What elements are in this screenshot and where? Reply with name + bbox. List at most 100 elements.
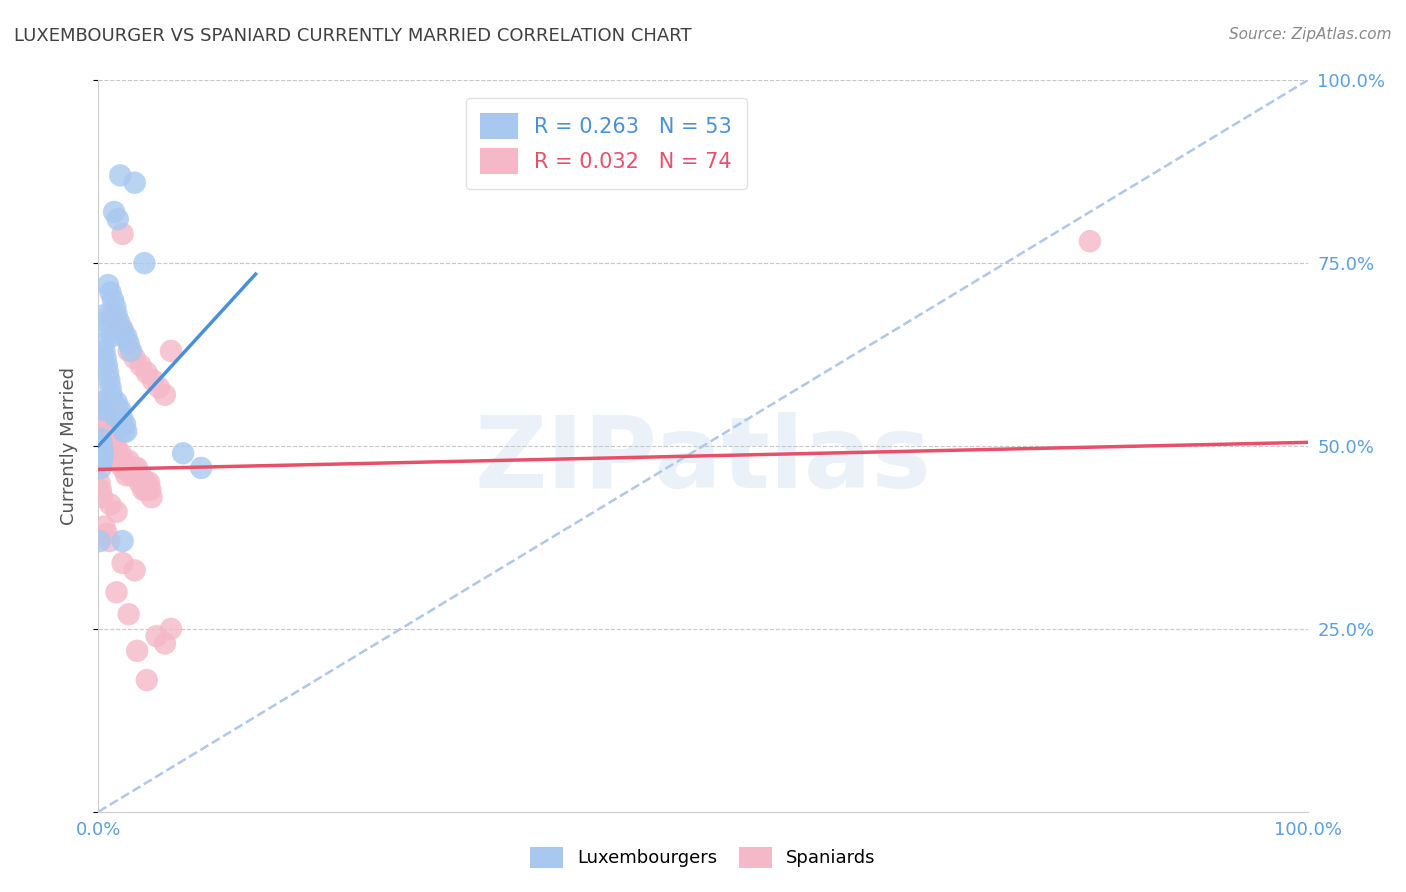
- Point: [105, 307, 128, 321]
- Point: [101, 293, 124, 307]
- Y-axis label: Currently Married: Currently Married: [59, 367, 77, 525]
- Point: [118, 607, 141, 622]
- Point: [104, 446, 127, 460]
- Point: [100, 329, 122, 343]
- Point: [100, 380, 122, 394]
- Point: [96, 526, 118, 541]
- Point: [121, 461, 143, 475]
- Point: [118, 461, 141, 475]
- Point: [98, 439, 121, 453]
- Point: [101, 446, 124, 460]
- Point: [112, 425, 135, 439]
- Point: [91, 409, 114, 424]
- Point: [103, 439, 125, 453]
- Point: [100, 439, 122, 453]
- Point: [148, 380, 170, 394]
- Point: [91, 402, 114, 417]
- Point: [105, 395, 128, 409]
- Point: [132, 483, 155, 497]
- Point: [104, 300, 127, 314]
- Point: [111, 322, 134, 336]
- Point: [114, 417, 136, 431]
- Point: [139, 483, 162, 497]
- Point: [103, 205, 125, 219]
- Point: [90, 432, 112, 446]
- Point: [131, 475, 153, 490]
- Point: [115, 425, 138, 439]
- Point: [101, 395, 124, 409]
- Point: [91, 453, 114, 467]
- Point: [100, 498, 122, 512]
- Point: [127, 461, 149, 475]
- Point: [97, 432, 120, 446]
- Point: [89, 453, 111, 467]
- Point: [97, 278, 120, 293]
- Point: [98, 373, 121, 387]
- Point: [111, 461, 134, 475]
- Point: [90, 402, 112, 417]
- Point: [124, 461, 146, 475]
- Point: [110, 322, 132, 336]
- Legend: Luxembourgers, Spaniards: Luxembourgers, Spaniards: [520, 836, 886, 879]
- Point: [97, 366, 120, 380]
- Point: [104, 409, 127, 424]
- Point: [100, 307, 122, 321]
- Point: [100, 432, 122, 446]
- Text: Source: ZipAtlas.com: Source: ZipAtlas.com: [1229, 27, 1392, 42]
- Point: [117, 461, 139, 475]
- Point: [118, 336, 141, 351]
- Point: [145, 629, 167, 643]
- Point: [108, 409, 131, 424]
- Point: [153, 636, 176, 650]
- Point: [108, 402, 131, 417]
- Point: [108, 315, 131, 329]
- Point: [94, 307, 117, 321]
- Point: [172, 446, 194, 460]
- Point: [136, 483, 159, 497]
- Point: [107, 212, 129, 227]
- Point: [105, 505, 128, 519]
- Point: [107, 402, 129, 417]
- Point: [118, 453, 141, 467]
- Point: [135, 673, 157, 687]
- Point: [90, 461, 112, 475]
- Point: [91, 439, 114, 453]
- Point: [91, 490, 114, 504]
- Point: [108, 169, 131, 183]
- Point: [91, 395, 114, 409]
- Point: [118, 343, 141, 358]
- Point: [96, 425, 118, 439]
- Point: [93, 409, 115, 424]
- Point: [89, 395, 111, 409]
- Point: [98, 534, 121, 549]
- Point: [125, 468, 148, 483]
- Point: [190, 461, 212, 475]
- Point: [91, 446, 114, 460]
- Point: [120, 343, 142, 358]
- Point: [129, 468, 152, 483]
- Point: [90, 483, 112, 497]
- Point: [111, 534, 134, 549]
- Point: [100, 388, 122, 402]
- Point: [103, 402, 125, 417]
- Point: [160, 622, 183, 636]
- Point: [89, 534, 111, 549]
- Text: LUXEMBOURGER VS SPANIARD CURRENTLY MARRIED CORRELATION CHART: LUXEMBOURGER VS SPANIARD CURRENTLY MARRI…: [14, 27, 692, 45]
- Legend: R = 0.263   N = 53, R = 0.032   N = 74: R = 0.263 N = 53, R = 0.032 N = 74: [465, 98, 747, 189]
- Point: [105, 585, 128, 599]
- Point: [135, 366, 157, 380]
- Point: [112, 453, 135, 467]
- Point: [1078, 234, 1101, 248]
- Point: [138, 475, 160, 490]
- Point: [135, 475, 157, 490]
- Point: [111, 227, 134, 241]
- Point: [124, 351, 146, 366]
- Point: [160, 343, 183, 358]
- Point: [128, 475, 150, 490]
- Point: [105, 315, 128, 329]
- Point: [98, 322, 121, 336]
- Point: [127, 468, 149, 483]
- Point: [124, 563, 146, 577]
- Point: [108, 446, 131, 460]
- Point: [100, 285, 122, 300]
